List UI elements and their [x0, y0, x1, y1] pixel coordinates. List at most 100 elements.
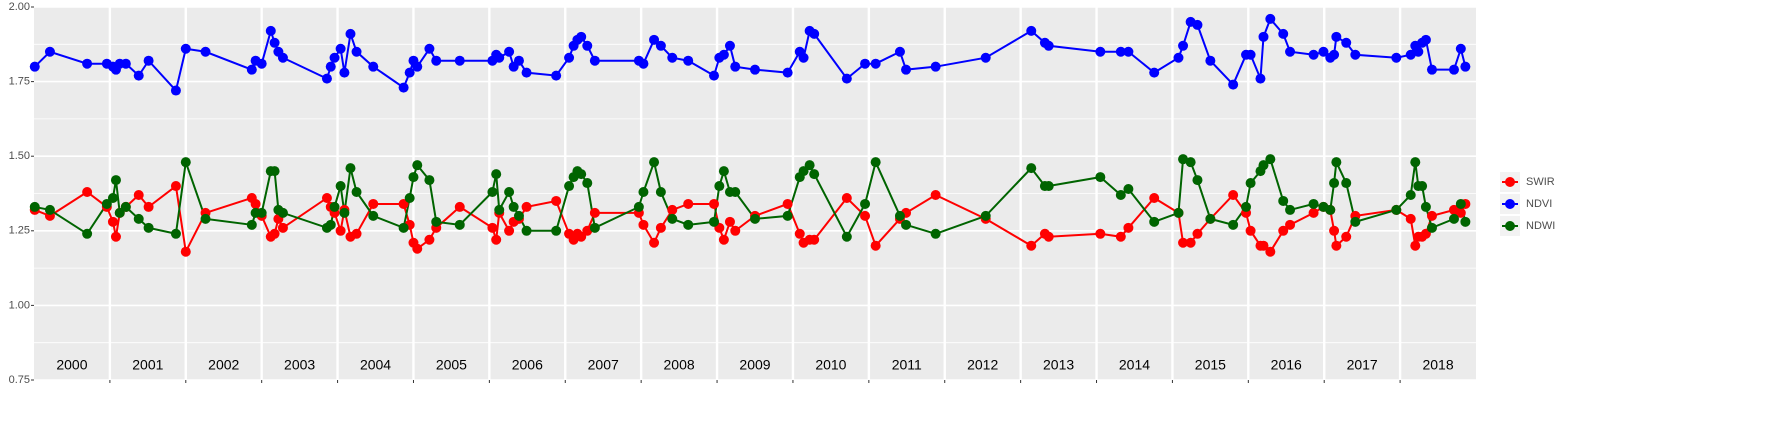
- point: [750, 64, 760, 75]
- point: [133, 213, 144, 224]
- point: [1095, 172, 1106, 183]
- point: [1178, 154, 1189, 165]
- point: [1258, 160, 1269, 171]
- point: [589, 222, 600, 233]
- point: [256, 58, 267, 69]
- point: [576, 169, 587, 180]
- point: [1192, 19, 1203, 30]
- point: [870, 240, 881, 251]
- point: [804, 160, 815, 171]
- point: [246, 219, 257, 230]
- point: [730, 225, 741, 236]
- point: [930, 228, 941, 239]
- point: [1205, 55, 1216, 66]
- point: [1285, 46, 1296, 57]
- year-label: 2002: [208, 357, 239, 373]
- legend-point: [1505, 177, 1515, 187]
- point: [321, 73, 332, 84]
- point: [110, 231, 121, 242]
- point: [1173, 52, 1184, 63]
- point: [143, 55, 154, 66]
- point: [494, 52, 505, 63]
- point: [200, 213, 211, 224]
- point: [638, 219, 649, 230]
- point: [901, 64, 912, 75]
- point: [860, 198, 871, 209]
- point: [1405, 49, 1416, 60]
- point: [655, 40, 666, 51]
- point: [1420, 201, 1431, 212]
- point: [412, 160, 423, 171]
- point: [408, 172, 419, 183]
- point: [1391, 204, 1402, 215]
- point: [1228, 219, 1239, 230]
- point: [1413, 46, 1424, 57]
- point: [894, 210, 905, 221]
- year-label: 2007: [588, 357, 619, 373]
- point: [1405, 189, 1416, 200]
- point: [521, 201, 532, 212]
- point: [120, 201, 131, 212]
- point: [133, 70, 144, 81]
- point: [1410, 240, 1421, 251]
- point: [1258, 240, 1269, 251]
- point: [133, 189, 144, 200]
- point: [269, 166, 280, 177]
- point: [1026, 25, 1037, 36]
- year-label: 2005: [436, 357, 467, 373]
- point: [809, 169, 820, 180]
- point: [782, 210, 793, 221]
- point: [709, 70, 720, 81]
- point: [143, 201, 154, 212]
- point: [454, 219, 465, 230]
- point: [709, 198, 720, 209]
- point: [841, 192, 852, 203]
- point: [29, 61, 40, 72]
- point: [1043, 40, 1054, 51]
- point: [894, 46, 905, 57]
- point: [412, 61, 423, 72]
- point: [1417, 181, 1428, 192]
- legend-point: [1505, 221, 1515, 231]
- point: [351, 46, 362, 57]
- point: [1095, 228, 1106, 239]
- point: [1405, 213, 1416, 224]
- point: [709, 216, 720, 227]
- point: [860, 210, 871, 221]
- point: [870, 157, 881, 168]
- point: [1173, 207, 1184, 218]
- point: [1278, 28, 1289, 39]
- point: [667, 213, 678, 224]
- point: [576, 31, 587, 42]
- point: [798, 52, 809, 63]
- point: [1331, 240, 1342, 251]
- point: [782, 198, 793, 209]
- point: [339, 67, 350, 78]
- point: [589, 55, 600, 66]
- point: [1331, 31, 1342, 42]
- point: [1178, 237, 1189, 248]
- point: [335, 225, 346, 236]
- point: [809, 28, 820, 39]
- point: [782, 67, 793, 78]
- point: [1245, 49, 1256, 60]
- point: [44, 204, 55, 215]
- point: [368, 210, 379, 221]
- point: [1115, 189, 1126, 200]
- point: [404, 192, 415, 203]
- point: [667, 204, 678, 215]
- point: [1192, 228, 1203, 239]
- point: [564, 181, 575, 192]
- point: [1455, 207, 1466, 218]
- point: [1410, 157, 1421, 168]
- point: [170, 181, 181, 192]
- point: [718, 49, 729, 60]
- point: [491, 234, 502, 245]
- point: [265, 25, 276, 36]
- point: [424, 175, 435, 186]
- point: [521, 225, 532, 236]
- point: [269, 228, 280, 239]
- point: [1245, 225, 1256, 236]
- point: [513, 55, 524, 66]
